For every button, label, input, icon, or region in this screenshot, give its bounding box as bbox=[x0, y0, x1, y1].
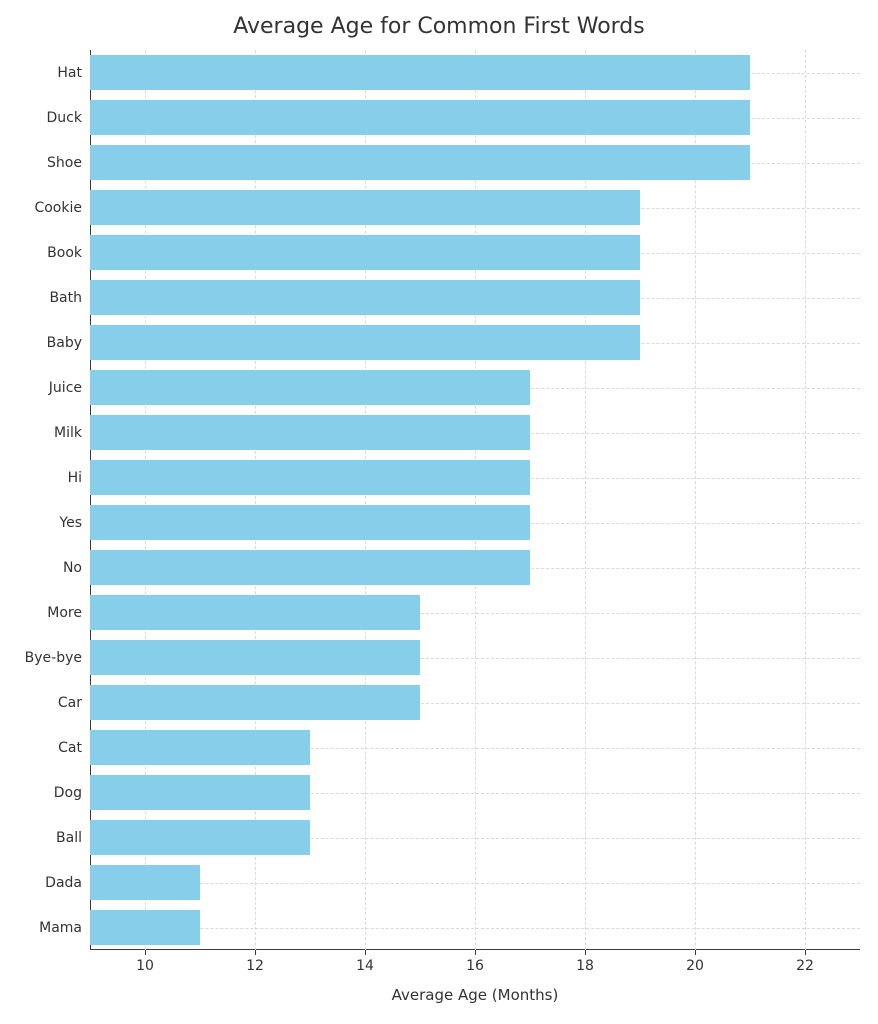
chart-title: Average Age for Common First Words bbox=[0, 14, 878, 39]
y-tick-label: No bbox=[63, 560, 90, 576]
gridline-vertical bbox=[475, 50, 476, 950]
bar bbox=[90, 100, 750, 135]
y-tick-label: Book bbox=[47, 245, 90, 261]
y-tick-label: Bath bbox=[49, 290, 90, 306]
x-axis-label: Average Age (Months) bbox=[90, 986, 860, 1004]
y-tick-label: Juice bbox=[49, 380, 90, 396]
bar bbox=[90, 775, 310, 810]
y-tick-label: Mama bbox=[39, 920, 90, 936]
y-tick-label: Yes bbox=[59, 515, 90, 531]
bar bbox=[90, 325, 640, 360]
y-tick-label: Cookie bbox=[34, 200, 90, 216]
bar bbox=[90, 460, 530, 495]
y-tick-label: Milk bbox=[54, 425, 90, 441]
bar bbox=[90, 820, 310, 855]
y-tick-label: Duck bbox=[47, 110, 90, 126]
y-tick-label: Shoe bbox=[47, 155, 90, 171]
bar bbox=[90, 55, 750, 90]
bar bbox=[90, 730, 310, 765]
y-tick-label: Dog bbox=[54, 785, 90, 801]
gridline-vertical bbox=[805, 50, 806, 950]
bar bbox=[90, 640, 420, 675]
bar bbox=[90, 235, 640, 270]
bar bbox=[90, 145, 750, 180]
bar bbox=[90, 190, 640, 225]
y-axis-spine bbox=[90, 50, 91, 950]
bar bbox=[90, 685, 420, 720]
bar bbox=[90, 595, 420, 630]
x-tick-label: 10 bbox=[136, 950, 154, 974]
bar bbox=[90, 370, 530, 405]
y-tick-label: Dada bbox=[45, 875, 90, 891]
bar bbox=[90, 415, 530, 450]
y-tick-label: Hi bbox=[68, 470, 90, 486]
bar bbox=[90, 505, 530, 540]
y-tick-label: Car bbox=[58, 695, 90, 711]
y-tick-label: Baby bbox=[47, 335, 90, 351]
y-tick-label: Ball bbox=[56, 830, 90, 846]
gridline-horizontal bbox=[90, 928, 860, 929]
y-tick-label: More bbox=[47, 605, 90, 621]
y-tick-label: Bye-bye bbox=[25, 650, 90, 666]
plot-area: Average Age (Months) 10121416182022HatDu… bbox=[90, 50, 860, 950]
gridline-vertical bbox=[365, 50, 366, 950]
bar bbox=[90, 550, 530, 585]
x-tick-label: 22 bbox=[796, 950, 814, 974]
x-tick-label: 18 bbox=[576, 950, 594, 974]
x-tick-label: 14 bbox=[356, 950, 374, 974]
bar bbox=[90, 865, 200, 900]
x-tick-label: 20 bbox=[686, 950, 704, 974]
y-tick-label: Cat bbox=[58, 740, 90, 756]
gridline-vertical bbox=[585, 50, 586, 950]
chart-container: Average Age for Common First Words Avera… bbox=[0, 0, 878, 1024]
gridline-vertical bbox=[695, 50, 696, 950]
bar bbox=[90, 910, 200, 945]
x-tick-label: 16 bbox=[466, 950, 484, 974]
x-tick-label: 12 bbox=[246, 950, 264, 974]
gridline-horizontal bbox=[90, 883, 860, 884]
gridline-vertical bbox=[255, 50, 256, 950]
gridline-vertical bbox=[145, 50, 146, 950]
y-tick-label: Hat bbox=[57, 65, 90, 81]
bar bbox=[90, 280, 640, 315]
